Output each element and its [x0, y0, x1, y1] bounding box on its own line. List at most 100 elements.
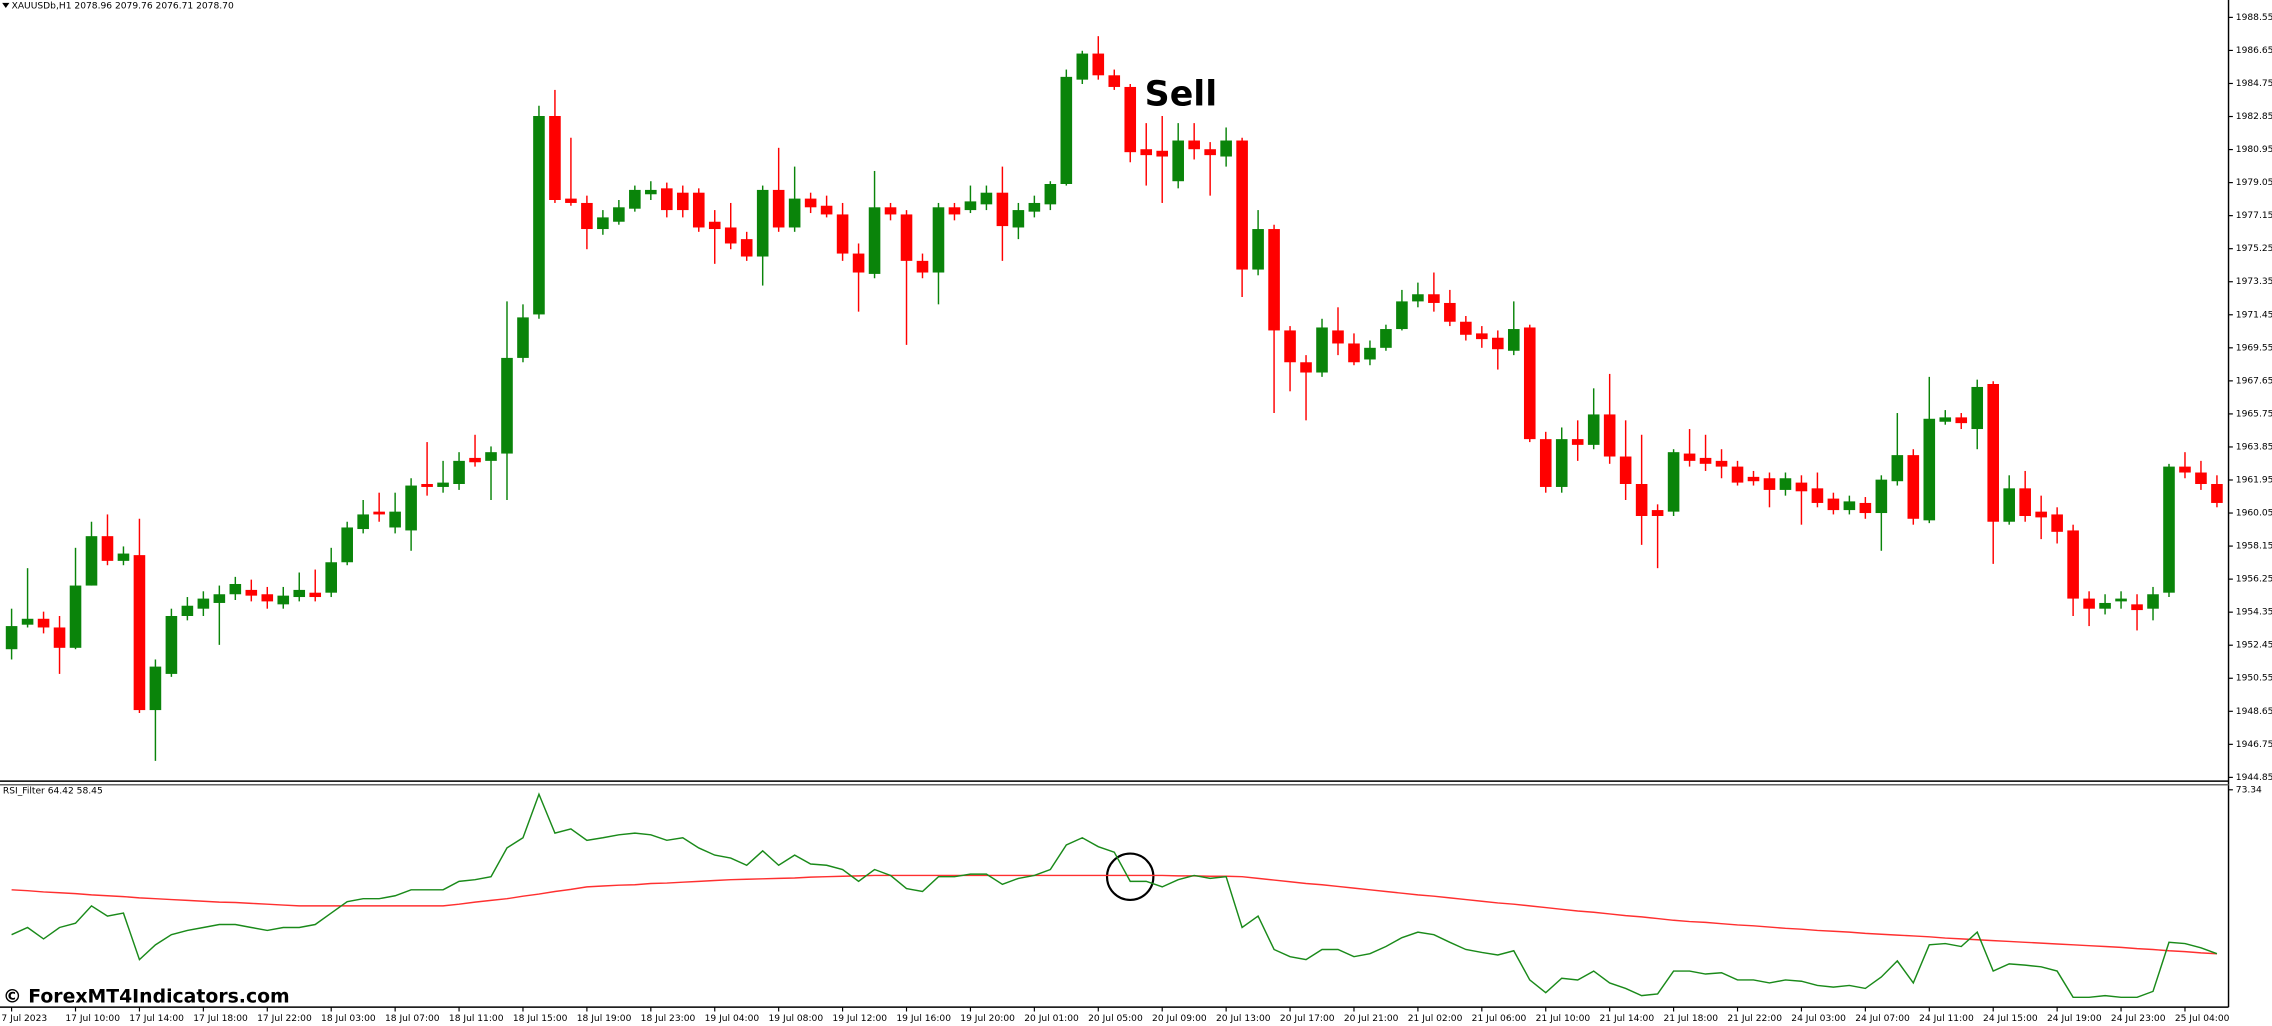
candle-body: [1843, 501, 1856, 511]
candle-body: [37, 618, 50, 628]
y-tick-label: 1961.95: [2236, 475, 2272, 485]
candle-body: [69, 585, 82, 648]
y-tick-label: 1950.55: [2236, 674, 2272, 684]
x-tick-label: 18 Jul 15:00: [513, 1014, 568, 1024]
x-tick-label: 24 Jul 19:00: [2047, 1014, 2102, 1024]
x-tick-label: 24 Jul 07:00: [1855, 1014, 1910, 1024]
candle-body: [1444, 302, 1456, 322]
candle-body: [1891, 455, 1904, 482]
candle-body: [1124, 86, 1137, 153]
candle-body: [1539, 439, 1552, 487]
candle-body: [1300, 362, 1312, 373]
y-tick-label: 1967.65: [2236, 376, 2272, 386]
candle-body: [645, 189, 657, 195]
y-tick-label: 1979.05: [2236, 178, 2272, 188]
candle-body: [533, 115, 545, 315]
y-tick-label: 1969.55: [2236, 343, 2272, 353]
y-tick-label: 1954.35: [2236, 608, 2272, 618]
x-tick-label: 17 Jul 18:00: [193, 1014, 248, 1024]
x-tick-label: 24 Jul 03:00: [1791, 1014, 1846, 1024]
candle-body: [1204, 149, 1216, 156]
candle-body: [1332, 330, 1344, 344]
x-tick-label: 24 Jul 15:00: [1983, 1014, 2038, 1024]
x-tick-label: 19 Jul 08:00: [769, 1014, 824, 1024]
candle-body: [1587, 414, 1600, 445]
candle-body: [1364, 347, 1376, 360]
watermark: © ForexMT4Indicators.com: [3, 987, 290, 1008]
candle-body: [437, 482, 449, 487]
y-tick-label: 1975.25: [2236, 244, 2272, 254]
candle-body: [1380, 329, 1392, 348]
candle-body: [676, 192, 689, 211]
indicator-line: [11, 874, 2217, 955]
candle-body: [2195, 472, 2207, 484]
candle-body: [804, 198, 817, 208]
x-tick-label: 20 Jul 21:00: [1344, 1014, 1399, 1024]
candle-body: [772, 189, 785, 228]
candle-body: [1939, 417, 1952, 422]
candle-body: [1507, 329, 1520, 351]
candle-body: [1827, 498, 1840, 511]
candle-body: [932, 207, 945, 273]
candle-body: [964, 201, 977, 211]
candle-body: [1060, 76, 1073, 184]
candle-body: [2067, 530, 2079, 599]
candle-body: [1028, 202, 1041, 212]
candle-body: [21, 618, 34, 625]
candle-body: [2035, 511, 2047, 518]
candle-body: [1555, 439, 1568, 487]
candle-body: [373, 511, 385, 515]
candle-body: [1875, 479, 1888, 514]
candle-body: [1619, 456, 1632, 484]
candle-body: [1683, 453, 1696, 461]
candle-body: [996, 192, 1009, 227]
candle-body: [389, 511, 401, 528]
candle-body: [469, 457, 481, 463]
candle-body: [1571, 439, 1584, 445]
y-tick-label: 1952.45: [2236, 641, 2272, 651]
y-tick-label: 1946.75: [2236, 740, 2272, 750]
candle-body: [2179, 466, 2191, 473]
candle-body: [1140, 149, 1153, 156]
candle-body: [1396, 301, 1408, 330]
y-tick-label: 1973.35: [2236, 277, 2272, 287]
candle-body: [453, 460, 465, 484]
candle-body: [868, 207, 881, 274]
x-tick-label: 18 Jul 07:00: [385, 1014, 440, 1024]
candle-body: [117, 553, 130, 561]
x-tick-label: 21 Jul 02:00: [1408, 1014, 1463, 1024]
candle-body: [1971, 386, 1984, 430]
candle-body: [884, 207, 897, 215]
candle-body: [1108, 75, 1121, 87]
candle-body: [1412, 294, 1424, 302]
candle-body: [325, 562, 338, 593]
y-tick-label: 73.34: [2236, 785, 2262, 795]
candle-body: [948, 207, 961, 215]
candle-body: [980, 192, 993, 205]
candle-body: [357, 514, 369, 530]
candle-body: [421, 483, 433, 487]
candle-body: [852, 253, 865, 273]
candle-body: [133, 555, 146, 711]
candle-body: [1492, 337, 1504, 350]
candle-body: [1731, 466, 1744, 483]
x-tick-label: 21 Jul 22:00: [1727, 1014, 1782, 1024]
candle-body: [1923, 418, 1936, 521]
candle-body: [1987, 383, 2000, 522]
candle-body: [836, 214, 849, 254]
symbol-header: XAUUSDb,H1 2078.96 2079.76 2076.71 2078.…: [12, 1, 234, 11]
candle-body: [1156, 150, 1169, 157]
candle-body: [5, 626, 18, 650]
candle-body: [181, 605, 194, 616]
candle-body: [85, 536, 98, 586]
candle-body: [597, 217, 609, 230]
candle-body: [1044, 183, 1057, 205]
candle-body: [1795, 482, 1808, 492]
candle-body: [1092, 53, 1105, 76]
x-tick-label: 25 Jul 04:00: [2175, 1014, 2230, 1024]
candle-body: [1651, 510, 1664, 516]
candle-body: [1747, 476, 1760, 482]
candle-body: [1012, 210, 1025, 228]
candle-body: [53, 627, 66, 648]
candle-body: [1188, 140, 1200, 150]
